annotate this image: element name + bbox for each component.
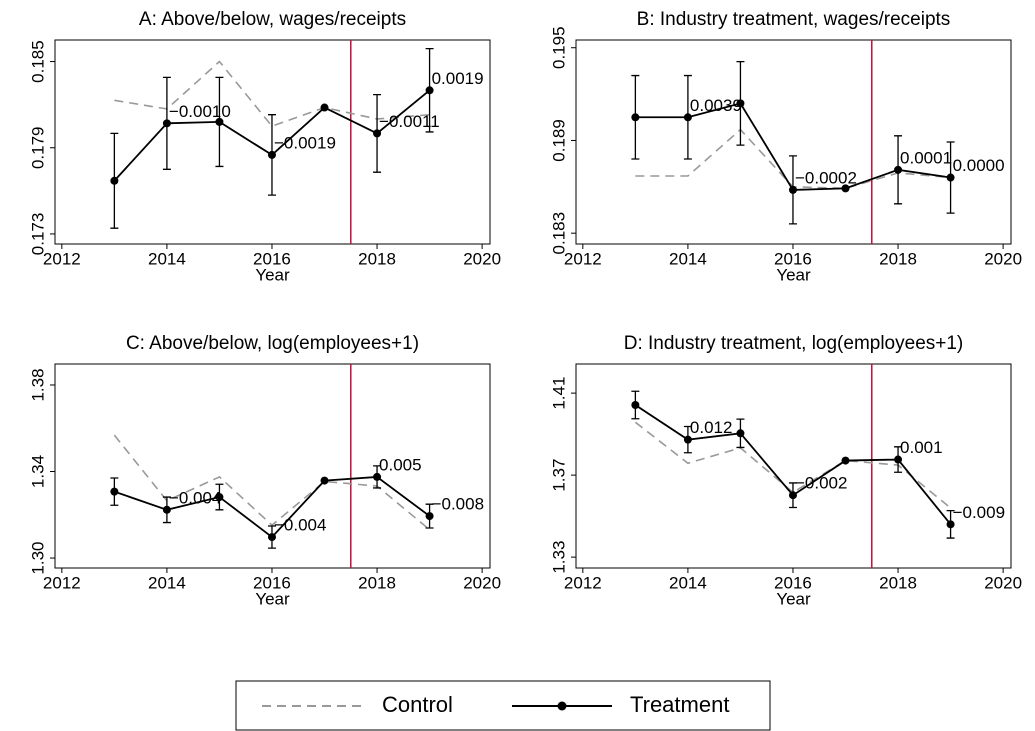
x-axis-label: Year bbox=[776, 265, 811, 284]
point bbox=[267, 150, 276, 159]
coefficient-label: 0.0019 bbox=[432, 69, 484, 88]
panel-title: C: Above/below, log(employees+1) bbox=[126, 333, 419, 354]
x-tick-label: 2016 bbox=[774, 249, 812, 268]
point bbox=[894, 165, 903, 174]
plot-frame bbox=[575, 363, 1012, 569]
x-tick-label: 2012 bbox=[43, 573, 81, 592]
point bbox=[894, 455, 903, 464]
coefficient-label: −0.0019 bbox=[274, 133, 336, 152]
x-tick-label: 2016 bbox=[253, 249, 291, 268]
point bbox=[373, 129, 382, 138]
coefficient-label: 0.001 bbox=[900, 438, 943, 457]
point bbox=[110, 176, 119, 185]
x-axis-label: Year bbox=[776, 589, 811, 608]
x-tick-label: 2014 bbox=[669, 249, 707, 268]
coefficient-label: 0.005 bbox=[379, 455, 422, 474]
y-tick-label: 1.38 bbox=[28, 368, 47, 401]
x-tick-label: 2014 bbox=[669, 573, 707, 592]
y-tick-label: 0.195 bbox=[549, 26, 568, 69]
y-tick-label: 0.173 bbox=[28, 213, 47, 256]
point bbox=[788, 491, 797, 500]
x-tick-label: 2018 bbox=[879, 249, 917, 268]
y-tick-label: 0.189 bbox=[549, 119, 568, 162]
point bbox=[841, 456, 850, 465]
legend-label: Control bbox=[382, 692, 453, 717]
y-tick-label: 1.30 bbox=[28, 542, 47, 575]
series-line bbox=[113, 434, 431, 531]
y-tick-label: 1.34 bbox=[28, 455, 47, 488]
point bbox=[320, 476, 329, 485]
point bbox=[683, 435, 692, 444]
x-tick-label: 2020 bbox=[463, 249, 501, 268]
coefficient-label: 0.012 bbox=[690, 418, 733, 437]
y-tick-label: 0.185 bbox=[28, 40, 47, 83]
x-tick-label: 2018 bbox=[879, 573, 917, 592]
plot-frame bbox=[54, 39, 491, 245]
point bbox=[425, 86, 434, 95]
x-tick-label: 2012 bbox=[564, 573, 602, 592]
x-tick-label: 2020 bbox=[463, 573, 501, 592]
legend-label: Treatment bbox=[630, 692, 729, 717]
x-tick-label: 2020 bbox=[984, 573, 1022, 592]
point bbox=[946, 173, 955, 182]
point bbox=[373, 472, 382, 481]
coefficient-label: −0.008 bbox=[432, 495, 484, 514]
panel-title: A: Above/below, wages/receipts bbox=[139, 9, 406, 30]
x-tick-label: 2018 bbox=[358, 249, 396, 268]
y-tick-label: 1.37 bbox=[549, 459, 568, 492]
x-axis-label: Year bbox=[255, 589, 290, 608]
point bbox=[631, 401, 640, 410]
point bbox=[162, 119, 171, 128]
coefficient-label: −0.0002 bbox=[795, 168, 857, 187]
point bbox=[320, 103, 329, 112]
coefficient-label: −0.0011 bbox=[379, 112, 440, 131]
coefficient-label: −0.002 bbox=[795, 474, 847, 493]
y-tick-label: 0.179 bbox=[28, 126, 47, 169]
coefficient-label: 0.0001 bbox=[900, 148, 952, 167]
x-tick-label: 2016 bbox=[774, 573, 812, 592]
x-tick-label: 2018 bbox=[358, 573, 396, 592]
point bbox=[736, 429, 745, 438]
coefficient-label: −0.009 bbox=[953, 503, 1005, 522]
coefficient-label: −0.0010 bbox=[169, 102, 231, 121]
panel-title: D: Industry treatment, log(employees+1) bbox=[624, 333, 964, 354]
plot-frame bbox=[54, 363, 491, 569]
coefficient-label: −0.004 bbox=[274, 516, 326, 535]
point bbox=[425, 512, 434, 521]
point bbox=[788, 185, 797, 194]
point bbox=[162, 505, 171, 514]
coefficient-label: −0.004 bbox=[169, 488, 221, 507]
x-tick-label: 2012 bbox=[43, 249, 81, 268]
x-tick-label: 2014 bbox=[148, 573, 186, 592]
y-tick-label: 1.41 bbox=[549, 377, 568, 410]
point bbox=[631, 113, 640, 122]
point bbox=[841, 184, 850, 193]
point bbox=[267, 533, 276, 542]
point bbox=[736, 99, 745, 108]
point bbox=[215, 117, 224, 126]
x-tick-label: 2016 bbox=[253, 573, 291, 592]
plot-frame bbox=[575, 39, 1012, 245]
coefficient-label: 0.0000 bbox=[953, 156, 1005, 175]
y-tick-label: 1.33 bbox=[549, 541, 568, 574]
x-tick-label: 2012 bbox=[564, 249, 602, 268]
x-tick-label: 2020 bbox=[984, 249, 1022, 268]
panel-title: B: Industry treatment, wages/receipts bbox=[637, 9, 951, 30]
point bbox=[683, 113, 692, 122]
x-axis-label: Year bbox=[255, 265, 290, 284]
point bbox=[215, 493, 224, 502]
x-tick-label: 2014 bbox=[148, 249, 186, 268]
legend-marker bbox=[557, 701, 567, 711]
y-tick-label: 0.183 bbox=[549, 212, 568, 255]
point bbox=[110, 487, 119, 496]
coefficient-label: 0.0039 bbox=[690, 96, 742, 115]
point bbox=[946, 520, 955, 529]
